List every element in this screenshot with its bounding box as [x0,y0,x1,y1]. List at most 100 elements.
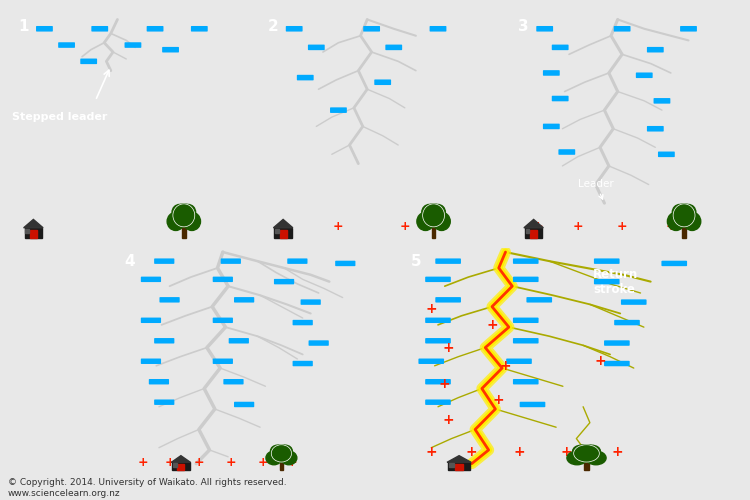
FancyBboxPatch shape [513,258,538,264]
Polygon shape [682,228,686,238]
Circle shape [430,204,445,220]
Text: +: + [594,354,606,368]
FancyBboxPatch shape [234,402,254,407]
FancyBboxPatch shape [658,152,675,157]
FancyBboxPatch shape [301,300,321,305]
FancyBboxPatch shape [543,124,560,129]
Polygon shape [525,228,542,238]
Polygon shape [30,230,37,238]
Polygon shape [275,228,279,234]
FancyBboxPatch shape [552,96,568,102]
FancyBboxPatch shape [513,276,538,282]
FancyBboxPatch shape [604,361,630,366]
FancyBboxPatch shape [292,320,313,326]
Polygon shape [448,462,470,470]
Polygon shape [584,462,589,470]
FancyBboxPatch shape [154,400,174,405]
FancyBboxPatch shape [374,80,391,85]
Text: +: + [194,456,204,469]
FancyBboxPatch shape [330,108,346,113]
FancyBboxPatch shape [526,297,552,302]
Circle shape [266,451,282,465]
FancyBboxPatch shape [147,26,164,32]
FancyBboxPatch shape [647,47,664,52]
FancyBboxPatch shape [513,338,538,344]
Text: +: + [257,456,268,469]
Text: 5: 5 [411,254,422,270]
Text: +: + [333,220,344,233]
Text: +: + [439,377,451,391]
FancyBboxPatch shape [308,340,328,346]
FancyBboxPatch shape [148,379,169,384]
Text: +: + [560,445,572,459]
Circle shape [172,204,187,220]
FancyBboxPatch shape [594,279,619,284]
FancyBboxPatch shape [124,42,141,48]
Polygon shape [432,228,435,238]
FancyBboxPatch shape [435,297,461,302]
Text: 3: 3 [518,20,529,34]
Text: +: + [513,445,525,459]
FancyBboxPatch shape [220,258,241,264]
FancyBboxPatch shape [680,26,697,32]
Polygon shape [454,464,464,470]
Text: +: + [616,220,628,233]
Text: +: + [532,220,543,233]
FancyBboxPatch shape [552,44,568,50]
FancyBboxPatch shape [559,149,575,155]
Polygon shape [172,462,190,470]
Circle shape [181,204,196,220]
Polygon shape [274,220,292,228]
Circle shape [583,445,600,457]
FancyBboxPatch shape [292,361,313,366]
Text: Stepped leader: Stepped leader [12,112,107,122]
Circle shape [280,451,297,465]
FancyBboxPatch shape [234,297,254,302]
Text: +: + [442,414,454,428]
FancyBboxPatch shape [425,400,451,405]
FancyBboxPatch shape [335,260,356,266]
FancyBboxPatch shape [160,297,180,302]
Text: +: + [425,445,437,459]
Circle shape [674,204,695,227]
FancyBboxPatch shape [513,379,538,384]
Circle shape [672,204,687,220]
Polygon shape [530,230,537,238]
FancyBboxPatch shape [297,75,314,80]
FancyBboxPatch shape [621,300,646,305]
Text: +: + [493,393,505,407]
FancyBboxPatch shape [363,26,380,32]
Circle shape [423,204,445,227]
Text: +: + [286,456,297,469]
Text: © Copyright. 2014. University of Waikato. All rights reserved.
www.sciencelearn.: © Copyright. 2014. University of Waikato… [8,478,286,498]
Circle shape [173,204,195,227]
Circle shape [567,451,587,465]
FancyBboxPatch shape [141,276,161,282]
Text: Return
stroke: Return stroke [593,268,638,296]
FancyBboxPatch shape [653,98,670,103]
Text: +: + [442,340,454,354]
FancyBboxPatch shape [154,258,174,264]
Polygon shape [280,230,286,238]
Text: +: + [400,220,410,233]
Text: +: + [425,302,437,316]
Text: +: + [466,445,478,459]
Circle shape [417,212,434,230]
Text: Leader: Leader [578,179,614,199]
FancyBboxPatch shape [162,47,179,52]
FancyBboxPatch shape [430,26,446,32]
FancyBboxPatch shape [229,338,249,344]
FancyBboxPatch shape [286,26,302,32]
FancyBboxPatch shape [80,58,97,64]
Circle shape [586,451,606,465]
FancyBboxPatch shape [141,358,161,364]
Text: +: + [226,456,236,469]
FancyBboxPatch shape [191,26,208,32]
FancyBboxPatch shape [425,379,451,384]
Polygon shape [182,228,185,238]
FancyBboxPatch shape [425,338,451,344]
Circle shape [278,445,292,457]
Polygon shape [178,464,184,470]
Text: 4: 4 [124,254,135,270]
FancyBboxPatch shape [594,258,619,264]
